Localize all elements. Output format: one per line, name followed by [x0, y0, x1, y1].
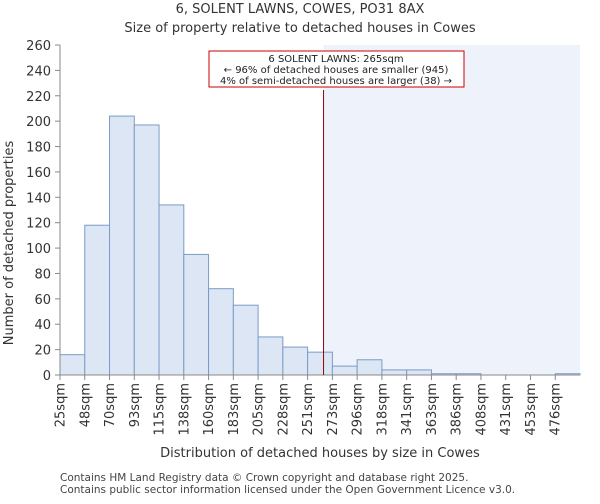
chart-title: 6, SOLENT LAWNS, COWES, PO31 8AX — [176, 2, 425, 17]
x-tick-label-318sqm: 318sqm — [375, 383, 390, 436]
y-tick-label-80: 80 — [34, 267, 51, 282]
annotation: 6 SOLENT LAWNS: 265sqm ← 96% of detached… — [208, 50, 465, 88]
bar-341sqm — [406, 369, 432, 376]
bar-138sqm — [183, 253, 210, 376]
chart-subtitle: Size of property relative to detached ho… — [124, 21, 475, 36]
y-tick-label-120: 120 — [26, 217, 51, 232]
x-tick-label-228sqm: 228sqm — [276, 383, 291, 436]
annotation-line-3: 4% of semi-detached houses are larger (3… — [220, 76, 452, 87]
x-tick-label-363sqm: 363sqm — [425, 383, 440, 436]
y-tick-label-240: 240 — [26, 64, 51, 79]
bar-273sqm — [331, 365, 358, 376]
bar-115sqm — [158, 204, 185, 376]
bar-93sqm — [133, 124, 160, 376]
bar-48sqm — [84, 224, 111, 376]
annotation-box — [208, 50, 465, 88]
y-tick-label-220: 220 — [26, 90, 51, 105]
x-axis-label: Distribution of detached houses by size … — [160, 446, 480, 461]
x-tick-label-296sqm: 296sqm — [351, 383, 366, 436]
y-tick-label-100: 100 — [26, 242, 51, 257]
axes-layer — [59, 45, 580, 376]
x-tick-label-341sqm: 341sqm — [400, 383, 415, 436]
x-tick-label-138sqm: 138sqm — [177, 383, 192, 436]
x-tick-label-251sqm: 251sqm — [301, 383, 316, 436]
bar-70sqm — [109, 115, 135, 376]
bar-205sqm — [257, 336, 284, 376]
x-tick-label-48sqm: 48sqm — [78, 383, 93, 427]
bar-318sqm — [381, 369, 408, 376]
x-tick-label-386sqm: 386sqm — [450, 383, 465, 436]
x-tick-label-453sqm: 453sqm — [524, 383, 539, 436]
x-tick-label-70sqm: 70sqm — [103, 383, 118, 427]
y-axis-label: Number of detached properties — [2, 141, 17, 346]
bar-228sqm — [282, 346, 309, 376]
bars-layer — [59, 115, 581, 376]
y-tick-label-260: 260 — [26, 39, 51, 54]
y-tick-label-200: 200 — [26, 115, 51, 130]
bar-183sqm — [232, 304, 259, 376]
bar-296sqm — [356, 359, 383, 376]
annotation-line-2: ← 96% of detached houses are smaller (94… — [224, 65, 449, 76]
highlight-layer — [323, 45, 580, 375]
x-tick-label-183sqm: 183sqm — [227, 383, 242, 436]
bar-160sqm — [208, 288, 234, 376]
x-tick-label-25sqm: 25sqm — [54, 383, 69, 427]
x-tick-label-115sqm: 115sqm — [153, 383, 168, 436]
y-tick-label-140: 140 — [26, 191, 51, 206]
y-tick-label-0: 0 — [43, 369, 51, 384]
highlight-region — [323, 45, 580, 375]
x-tick-layer: 25sqm 48sqm 70sqm 93sqm 115sqm 138sqm 160sqm 18… — [54, 375, 564, 436]
x-tick-label-408sqm: 408sqm — [474, 383, 489, 436]
x-tick-label-431sqm: 431sqm — [499, 383, 514, 436]
x-tick-label-93sqm: 93sqm — [128, 383, 143, 427]
x-tick-label-273sqm: 273sqm — [326, 383, 341, 436]
bar-251sqm — [307, 351, 333, 376]
y-tick-label-20: 20 — [34, 344, 51, 359]
x-tick-label-160sqm: 160sqm — [202, 383, 217, 436]
y-tick-label-160: 160 — [26, 166, 51, 181]
footer-line-2: Contains public sector information licen… — [60, 484, 515, 496]
bar-25sqm — [59, 354, 86, 376]
footer-line-1: Contains HM Land Registry data © Crown c… — [60, 472, 468, 484]
annotation-line-1: 6 SOLENT LAWNS: 265sqm — [268, 54, 403, 65]
x-tick-label-476sqm: 476sqm — [549, 383, 564, 436]
y-tick-label-40: 40 — [34, 318, 51, 333]
y-tick-label-180: 180 — [26, 141, 51, 156]
y-tick-label-60: 60 — [34, 293, 51, 308]
x-tick-label-205sqm: 205sqm — [252, 383, 267, 436]
y-tick-layer: 0 20 40 60 80 100 120 140 160 180 200 220 240 260 — [26, 39, 60, 384]
